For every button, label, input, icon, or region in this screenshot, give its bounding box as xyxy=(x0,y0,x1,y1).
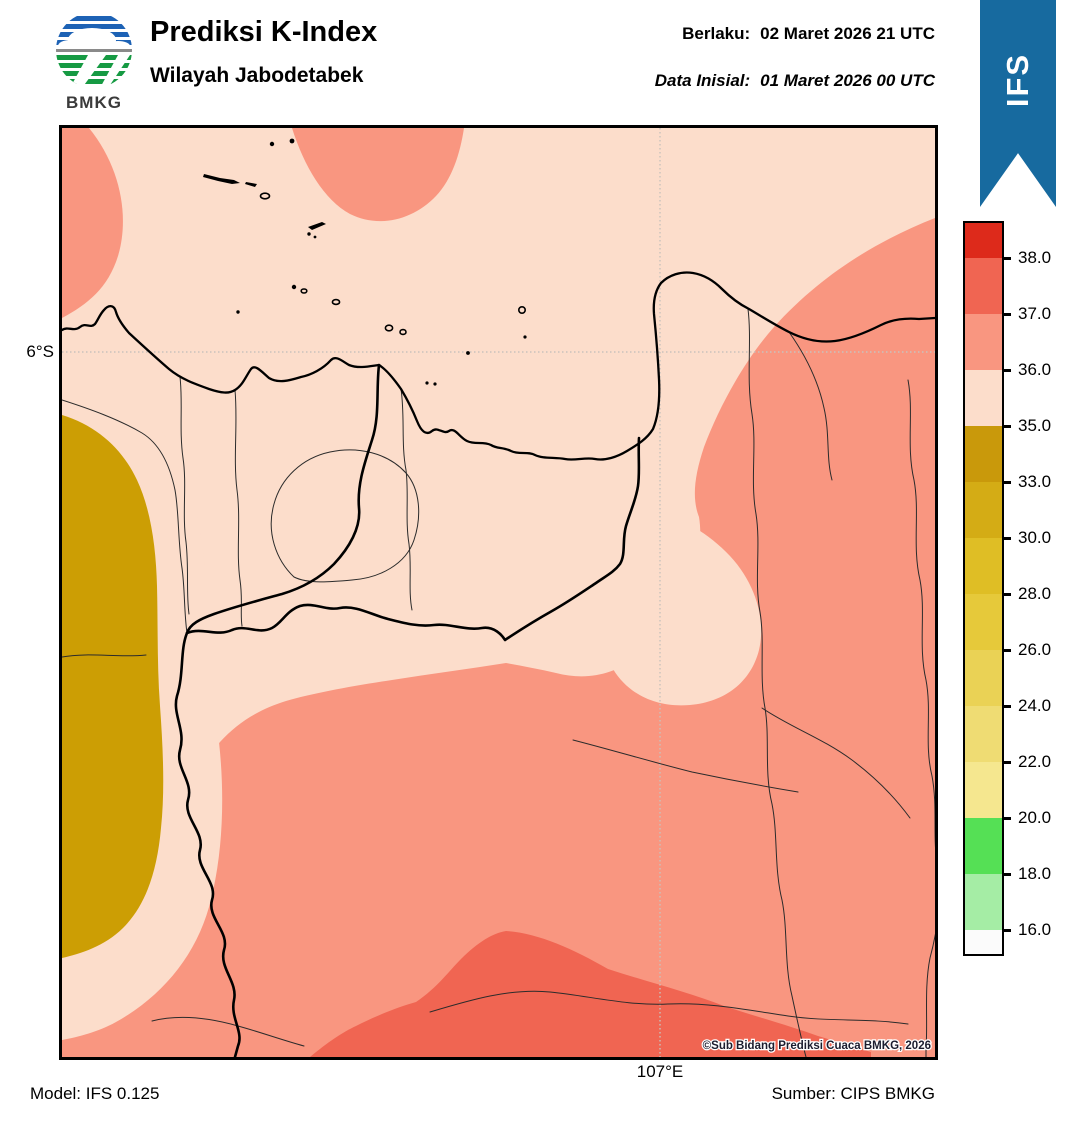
colorbar-segment xyxy=(965,538,1002,594)
initial-data-line: Data Inisial: 01 Maret 2026 00 UTC xyxy=(420,71,935,91)
colorbar-segment xyxy=(965,818,1002,874)
bmkg-logo: BMKG xyxy=(48,10,140,113)
colorbar-tick-label: 22.0 xyxy=(1018,752,1052,771)
colorbar-tick-mark xyxy=(1002,425,1011,428)
berlaku-label: Berlaku: xyxy=(682,24,751,43)
colorbar-segment xyxy=(965,482,1002,538)
colorbar xyxy=(963,221,1004,956)
colorbar-tick-label: 38.0 xyxy=(1018,248,1052,267)
map-frame: ©Sub Bidang Prediksi Cuaca BMKG, 2026 xyxy=(59,125,941,1060)
fill-pale-lobe-southeast xyxy=(604,500,762,706)
islands xyxy=(203,138,527,386)
colorbar-segment xyxy=(965,223,1002,258)
valid-time-line: Berlaku: 02 Maret 2026 21 UTC xyxy=(420,24,935,44)
colorbar-tick-label: 30.0 xyxy=(1018,528,1052,547)
inisial-value: 01 Maret 2026 00 UTC xyxy=(760,71,935,90)
colorbar-tick-label: 37.0 xyxy=(1018,304,1052,323)
colorbar-tick-mark xyxy=(1002,873,1011,876)
colorbar-segment xyxy=(965,594,1002,650)
bmkg-logo-icon xyxy=(56,12,132,88)
colorbar-tick-label: 36.0 xyxy=(1018,360,1052,379)
lat-tick-label: 6°S xyxy=(26,342,54,361)
colorbar-segment xyxy=(965,426,1002,482)
colorbar-segment xyxy=(965,370,1002,426)
map-canvas: ©Sub Bidang Prediksi Cuaca BMKG, 2026 xyxy=(60,128,941,1059)
fill-level-36-37-topmiddle xyxy=(292,128,464,222)
fill-level-37-38-bottom xyxy=(310,931,871,1057)
coastline xyxy=(60,271,937,461)
colorbar-tick-mark xyxy=(1002,705,1011,708)
page-title: Prediksi K-Index xyxy=(150,16,378,48)
colorbar-segment xyxy=(965,650,1002,706)
colorbar-tick-mark xyxy=(1002,481,1011,484)
colorbar-tick-mark xyxy=(1002,313,1011,316)
colorbar-tick-label: 33.0 xyxy=(1018,472,1052,491)
colorbar-segment xyxy=(965,314,1002,370)
colorbar-tick-mark xyxy=(1002,817,1011,820)
lon-tick-label: 107°E xyxy=(636,1062,684,1081)
colorbar-tick-label: 24.0 xyxy=(1018,696,1052,715)
source-label: Sumber: CIPS BMKG xyxy=(771,1084,935,1103)
colorbar-tick-mark xyxy=(1002,369,1011,372)
colorbar-segment xyxy=(965,874,1002,930)
regency-boundaries xyxy=(61,308,941,1058)
colorbar-tick-mark xyxy=(1002,761,1011,764)
inisial-label: Data Inisial: xyxy=(654,71,751,90)
ifs-ribbon-label: IFS xyxy=(1000,52,1035,108)
bmkg-logo-text: BMKG xyxy=(66,93,122,112)
ifs-model-ribbon: IFS xyxy=(980,0,1056,207)
colorbar-segment xyxy=(965,258,1002,314)
fill-level-33-35-olive xyxy=(62,415,164,958)
colorbar-segment xyxy=(965,930,1002,954)
colorbar-tick-label: 18.0 xyxy=(1018,864,1052,883)
berlaku-value: 02 Maret 2026 21 UTC xyxy=(760,24,935,43)
fill-level-36-37-topleft xyxy=(62,128,123,318)
colorbar-tick-label: 35.0 xyxy=(1018,416,1052,435)
colorbar-tick-mark xyxy=(1002,593,1011,596)
province-boundaries xyxy=(174,363,641,1059)
page-subtitle: Wilayah Jabodetabek xyxy=(150,64,364,87)
colorbar-segment xyxy=(965,706,1002,762)
model-label: Model: IFS 0.125 xyxy=(30,1084,160,1103)
fill-level-36-37-east-south xyxy=(62,218,935,1057)
colorbar-tick-mark xyxy=(1002,537,1011,540)
colorbar-tick-label: 20.0 xyxy=(1018,808,1052,827)
colorbar-tick-label: 16.0 xyxy=(1018,920,1052,939)
colorbar-segment xyxy=(965,762,1002,818)
colorbar-tick-mark xyxy=(1002,649,1011,652)
colorbar-tick-mark xyxy=(1002,257,1011,260)
colorbar-tick-label: 28.0 xyxy=(1018,584,1052,603)
colorbar-tick-label: 26.0 xyxy=(1018,640,1052,659)
colorbar-tick-mark xyxy=(1002,929,1011,932)
map-copyright: ©Sub Bidang Prediksi Cuaca BMKG, 2026 xyxy=(703,1040,931,1052)
